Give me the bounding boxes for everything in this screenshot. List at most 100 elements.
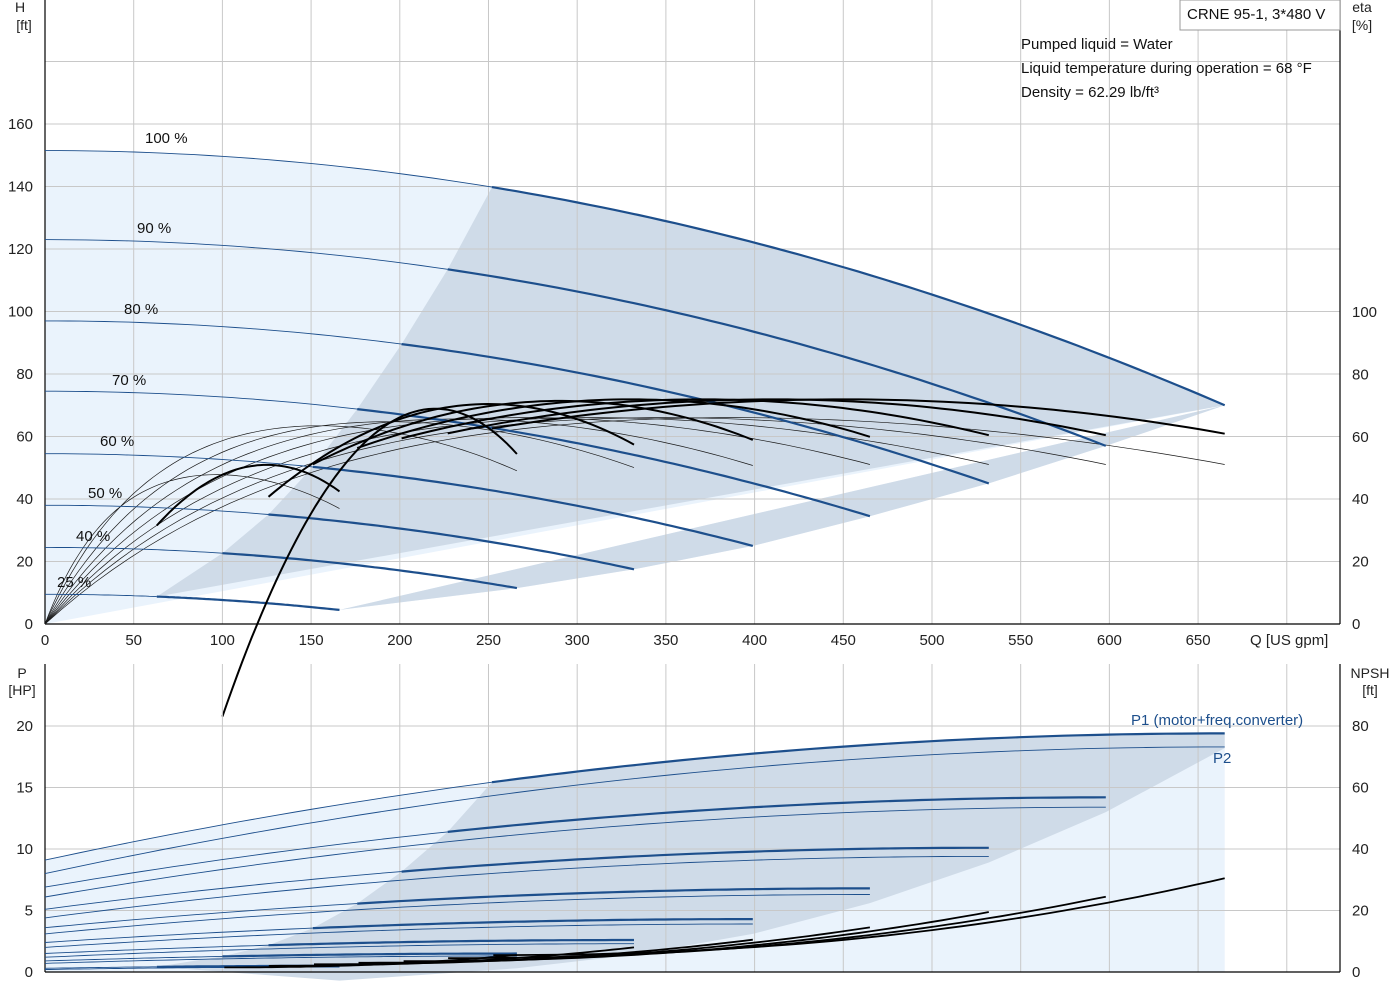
info-line-liquid: Pumped liquid = Water (1021, 36, 1173, 53)
x-tick-label: 550 (1008, 632, 1033, 649)
p1-curve-thin (44, 955, 223, 962)
x-tick-label: 600 (1097, 632, 1122, 649)
x-tick-label: 500 (919, 632, 944, 649)
thin-efficiency-curve (44, 474, 340, 625)
p2-curve (44, 923, 753, 948)
x-tick-label: 300 (565, 632, 590, 649)
thin-efficiency-curve (44, 417, 1106, 625)
y-left-tick-label: 140 (8, 179, 33, 196)
chart-title: CRNE 95-1, 3*480 V (1187, 6, 1325, 23)
npsh-tick-label: 20 (1352, 903, 1369, 920)
y-left-title-bottom-2: [HP] (8, 682, 35, 698)
efficiency-curve (221, 407, 518, 717)
x-tick-label: 150 (299, 632, 324, 649)
efficiency-curve (491, 398, 1225, 435)
p1-curve (491, 732, 1225, 784)
p1-curve-thin (44, 871, 402, 910)
y-right-title-bottom-2: [ft] (1362, 682, 1378, 698)
y-right-tick-label: 0 (1352, 616, 1360, 633)
p-tick-label: 15 (16, 780, 33, 797)
head-curve-thin (45, 504, 269, 515)
p1-curve (312, 918, 753, 930)
y-left-tick-label: 120 (8, 241, 33, 258)
p-tick-label: 10 (16, 841, 33, 858)
y-left-title-top-2: [ft] (16, 17, 32, 33)
p1-curve (357, 887, 870, 905)
y-right-title-bottom-1: NPSH (1351, 665, 1390, 681)
p1-curve-thin (44, 966, 157, 969)
p-tick-label: 20 (16, 718, 33, 735)
p1-curve-thin (44, 944, 269, 954)
p1-curve-thin (44, 903, 358, 929)
efficiency-curve (312, 399, 754, 466)
x-tick-label: 650 (1186, 632, 1211, 649)
x-tick-label: 100 (210, 632, 235, 649)
p2-curve (44, 894, 870, 935)
y-left-title-bottom-1: P (17, 665, 26, 681)
y-right-title-top-2: [%] (1352, 17, 1372, 33)
x-tick-label: 400 (742, 632, 767, 649)
p-tick-label: 5 (25, 903, 33, 920)
speed-label: 80 % (124, 301, 158, 318)
head-efficiency-panel: 0 50 100 150 200 250 300 350 400 450 500 550 600 6500… (8, 0, 1377, 717)
head-curve (222, 552, 518, 590)
speed-label: 90 % (137, 220, 171, 237)
p2-curve (44, 955, 517, 964)
head-curve-thin (45, 150, 493, 188)
head-curve-thin (45, 546, 223, 554)
x-tick-label: 0 (41, 632, 49, 649)
head-curve-thin (45, 593, 157, 598)
p1-curve-thin (44, 781, 493, 861)
y-right-tick-label: 40 (1352, 491, 1369, 508)
head-curve (491, 186, 1226, 407)
speed-label: 50 % (88, 485, 122, 502)
speed-label: 100 % (145, 130, 188, 147)
head-curve (401, 343, 990, 485)
p2-curve (44, 746, 1225, 875)
efficiency-curve (356, 398, 871, 450)
head-curve-thin (44, 239, 448, 270)
y-left-tick-label: 80 (16, 366, 33, 383)
p2-curve (44, 806, 1106, 898)
p1-curve (447, 796, 1106, 833)
npsh-tick-label: 80 (1352, 718, 1369, 735)
head-curve-thin (45, 320, 402, 345)
p1-curve (268, 938, 634, 947)
head-curve (268, 513, 635, 571)
p2-curve (44, 943, 634, 958)
y-left-tick-label: 60 (16, 429, 33, 446)
p1-curve-thin (44, 831, 448, 888)
efficiency-curve (447, 398, 1107, 437)
title-box (1179, 0, 1341, 31)
p1-curve (222, 952, 517, 958)
speed-label: 40 % (76, 528, 110, 545)
y-left-tick-label: 160 (8, 116, 33, 133)
npsh-tick-label: 40 (1352, 841, 1369, 858)
info-line-temperature: Liquid temperature during operation = 68… (1021, 60, 1312, 77)
head-curve (357, 408, 871, 518)
y-right-tick-label: 20 (1352, 554, 1369, 571)
x-tick-label: 450 (831, 632, 856, 649)
power-npsh-panel: 0 5 10 15 20 0 20 40 60 80 (16, 664, 1369, 981)
x-tick-label: 200 (387, 632, 412, 649)
y-left-tick-label: 0 (25, 616, 33, 633)
info-line-density: Density = 62.29 lb/ft³ (1021, 84, 1159, 101)
x-tick-label: 350 (653, 632, 678, 649)
thin-efficiency-curve (44, 425, 518, 625)
speed-label: 70 % (112, 372, 146, 389)
x-axis-title: Q [US gpm] (1250, 632, 1328, 649)
efficiency-curve (156, 463, 341, 527)
y-right-tick-label: 100 (1352, 304, 1377, 321)
y-right-title-top-1: eta (1352, 0, 1372, 15)
efficiency-curve (267, 402, 635, 498)
speed-label: 60 % (100, 433, 134, 450)
npsh-tick-label: 60 (1352, 780, 1369, 797)
y-left-tick-label: 100 (8, 304, 33, 321)
p1-curve-thin (44, 927, 313, 943)
head-curve (156, 595, 340, 611)
y-right-tick-label: 80 (1352, 366, 1369, 383)
p2-series-label: P2 (1213, 750, 1231, 767)
head-curve-thin (45, 390, 358, 410)
p-tick-label: 0 (25, 964, 33, 981)
